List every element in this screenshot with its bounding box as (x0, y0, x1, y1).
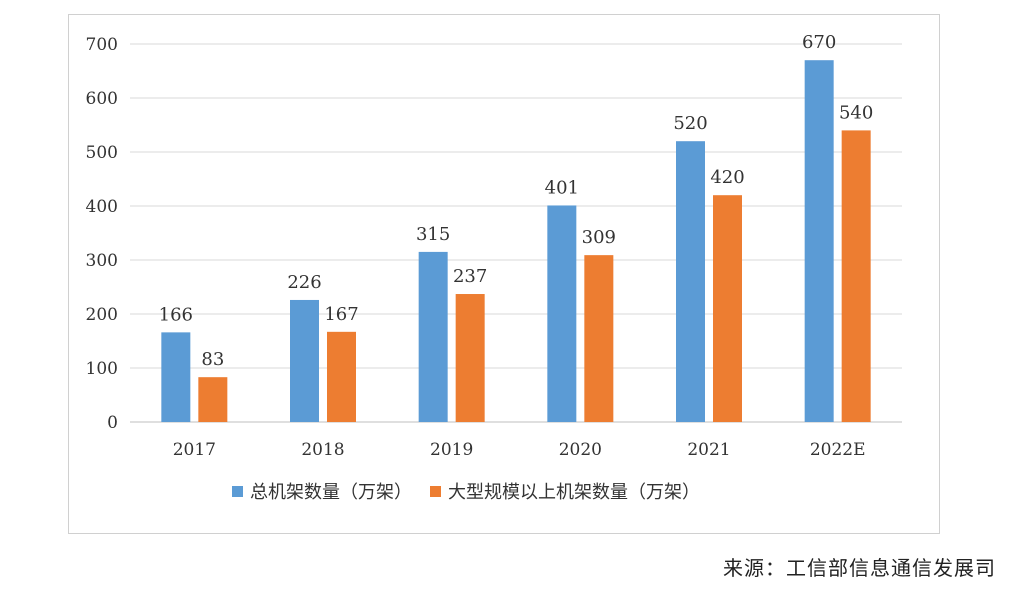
data-label: 540 (839, 102, 873, 123)
bar-large-2020 (584, 255, 614, 422)
x-tick-label: 2020 (559, 440, 602, 460)
bar-total-2022E (804, 60, 834, 422)
bar-large-2021 (713, 195, 742, 422)
y-tick-label: 400 (86, 197, 118, 217)
source-note: 来源：工信部信息通信发展司 (723, 556, 996, 580)
bar-large-2019 (455, 294, 485, 422)
legend: 总机架数量（万架） 大型规模以上机架数量（万架） (232, 482, 700, 503)
bar-total-2019 (418, 251, 448, 422)
data-label: 420 (710, 167, 744, 188)
data-label: 520 (673, 113, 707, 134)
x-tick-label: 2017 (173, 440, 216, 460)
y-tick-label: 500 (86, 143, 118, 163)
y-tick-label: 300 (86, 251, 118, 271)
data-label: 315 (416, 224, 450, 245)
x-tick-label: 2018 (301, 440, 344, 460)
legend-swatch-large (430, 486, 441, 497)
grid-lines (130, 43, 902, 423)
y-tick-label: 100 (86, 359, 118, 379)
data-label: 401 (545, 177, 579, 198)
x-axis-tick-labels: 2017 2018 2019 2020 2021 2022E (173, 440, 866, 460)
data-label: 83 (201, 349, 224, 370)
bar-large-2017 (198, 377, 228, 422)
bar-total-2021 (676, 141, 705, 422)
y-tick-label: 0 (107, 413, 118, 433)
legend-swatch-total (232, 486, 243, 497)
y-tick-label: 700 (86, 35, 118, 55)
data-label: 226 (287, 272, 321, 293)
data-label: 166 (159, 304, 193, 325)
data-label: 167 (324, 304, 358, 325)
y-tick-label: 200 (86, 305, 118, 325)
y-axis-tick-labels: 0 100 200 300 400 500 600 700 (86, 35, 118, 433)
x-tick-label: 2022E (810, 440, 866, 460)
bar-total-2017 (161, 332, 191, 422)
legend-label-total: 总机架数量（万架） (250, 482, 412, 503)
chart-frame (68, 14, 940, 534)
legend-label-large: 大型规模以上机架数量（万架） (448, 482, 700, 503)
x-tick-label: 2019 (430, 440, 473, 460)
data-label: 309 (582, 227, 616, 248)
bars (161, 60, 871, 422)
bar-total-2020 (547, 205, 577, 422)
bar-large-2022E (841, 130, 871, 422)
bar-total-2018 (290, 299, 319, 422)
x-tick-label: 2021 (687, 440, 730, 460)
y-tick-label: 600 (86, 89, 118, 109)
data-label: 237 (453, 266, 487, 287)
bar-large-2018 (327, 331, 356, 422)
data-label: 670 (802, 32, 836, 53)
